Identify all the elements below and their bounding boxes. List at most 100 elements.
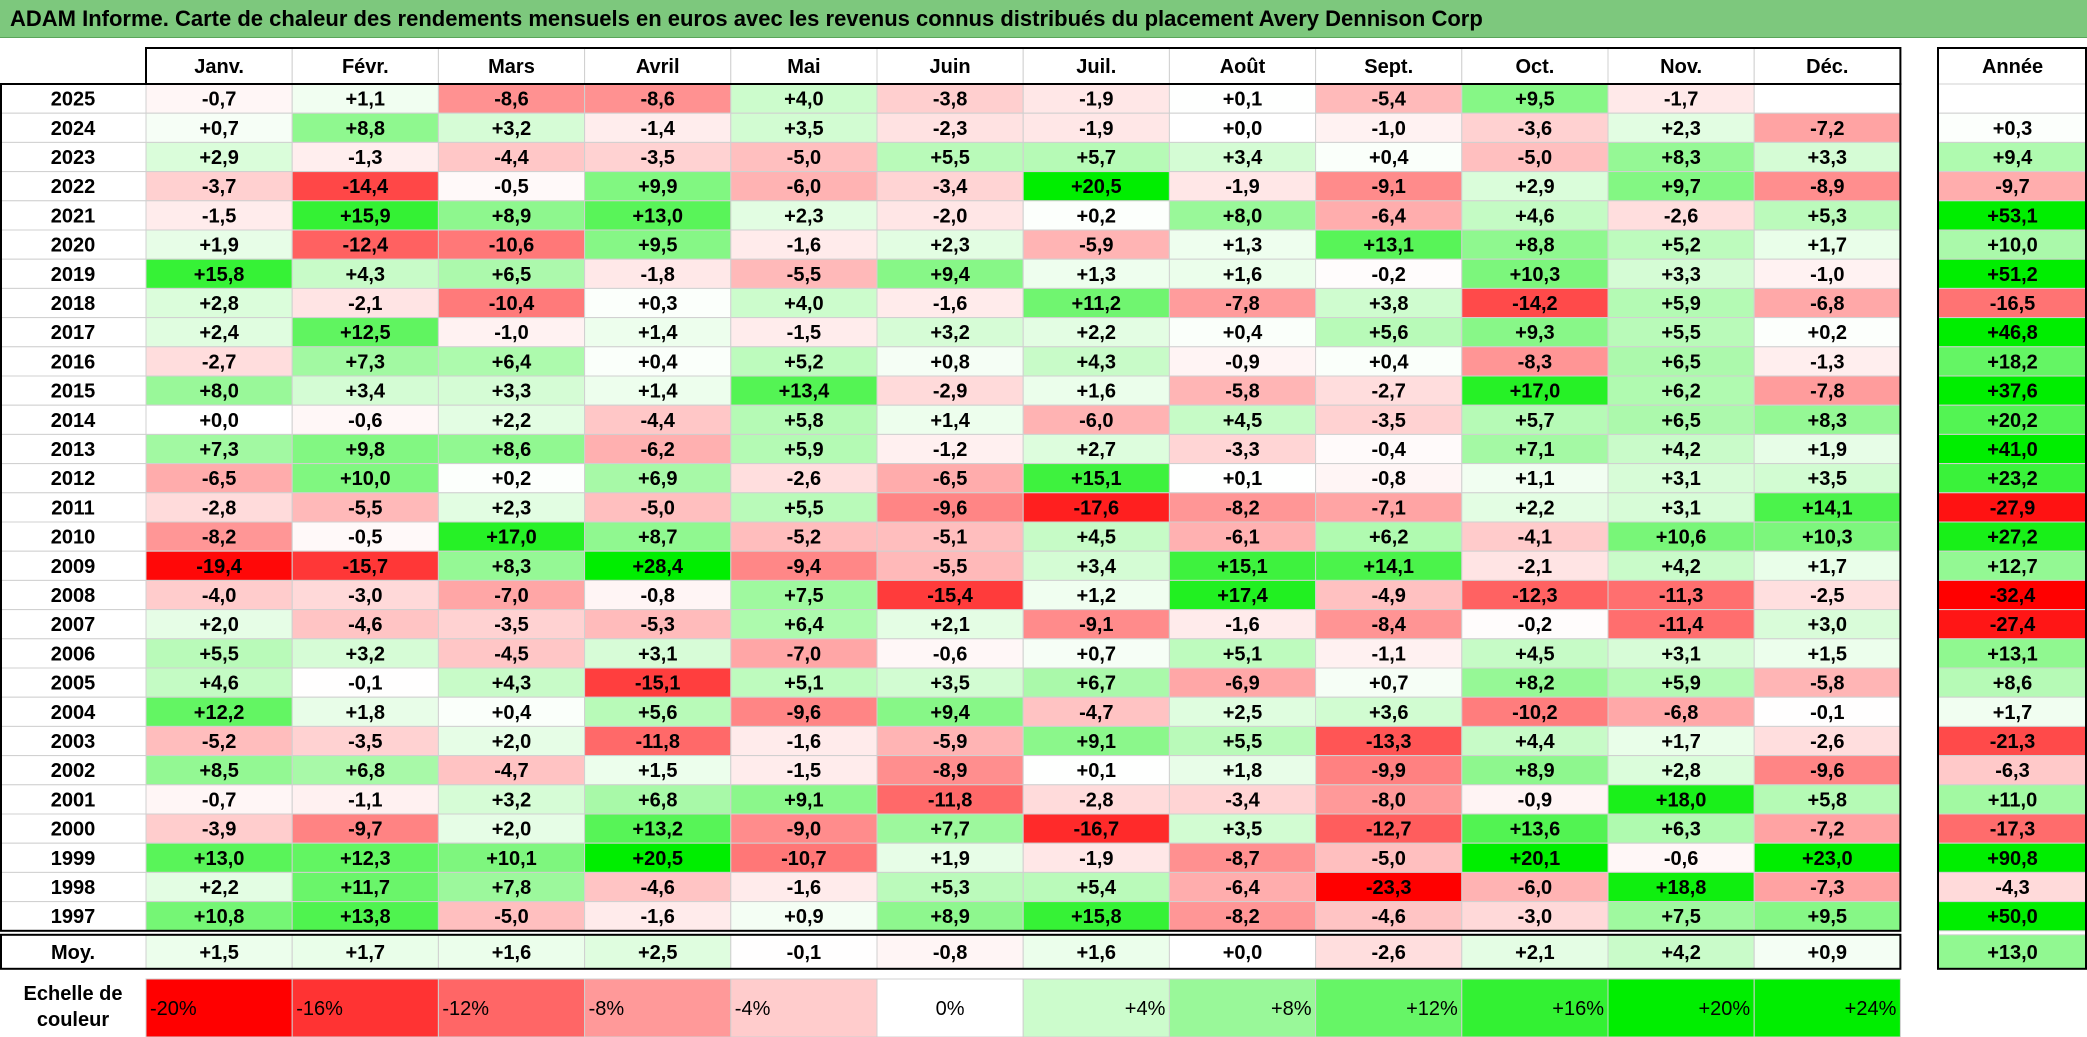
cell-1997-6-label: +8,9: [930, 906, 969, 928]
cell-2012-5-fill: [730, 463, 878, 494]
cell-2013-11-fill: [1607, 433, 1755, 465]
cell-2011-1-label: -2,8: [202, 497, 236, 519]
cell-2004-6-fill: [876, 696, 1024, 727]
cell-2002-6-label: -8,9: [933, 760, 967, 782]
cell-2015-3-fill: [437, 375, 586, 406]
annual-2001-label: +11,0: [1988, 789, 2038, 811]
cell-2003-5-label: -1,6: [787, 731, 821, 753]
cell-2021-4: +13,0: [584, 200, 732, 231]
annual-2003-fill: [1937, 725, 2087, 757]
cell-2002-4: +1,5: [584, 755, 732, 786]
cell-2023-2-label: -1,3: [348, 147, 382, 169]
cell-2019-9-label: -0,2: [1371, 264, 1405, 286]
cell-2006-3-label: -4,5: [494, 643, 528, 665]
row-label-2014: 2014: [0, 404, 147, 435]
cell-2014-10-label: +5,7: [1515, 410, 1554, 432]
cell-2020-4-fill: [584, 229, 732, 260]
cell-2015-2-label: +3,4: [346, 381, 386, 403]
cell-2018-12-fill: [1753, 287, 1901, 319]
row-label-1997-fill: [0, 901, 147, 932]
cell-2019-7-fill: [1022, 258, 1170, 289]
cell-2012-11: +3,1: [1607, 463, 1755, 494]
cell-2018-12: -6,8: [1753, 287, 1901, 319]
cell-2003-10-label: +4,4: [1515, 731, 1555, 753]
cell-1997-10-label: -3,0: [1518, 906, 1552, 928]
scale-swatch-8: +8%: [1168, 978, 1317, 1037]
cell-2001-4-fill: [584, 784, 732, 815]
scale-swatch-9-fill: [1315, 978, 1463, 1037]
cell-2014-12: +8,3: [1753, 404, 1901, 435]
cell-2024-11: +2,3: [1607, 112, 1755, 143]
cell-2006-12-label: +1,5: [1808, 643, 1847, 665]
cell-2014-11-fill: [1607, 404, 1755, 435]
cell-2018-7-fill: [1022, 287, 1170, 319]
cell-2008-8: +17,4: [1168, 579, 1317, 611]
cell-1999-12: +23,0: [1753, 842, 1901, 873]
cell-2007-5-label: +6,4: [784, 614, 824, 636]
cell-2018-7-label: +11,2: [1072, 293, 1122, 315]
annual-2007-fill: [1937, 609, 2087, 640]
cell-2025-8: +0,1: [1168, 83, 1317, 114]
cell-2018-5: +4,0: [730, 287, 878, 319]
cell-2013-9: -0,4: [1315, 433, 1463, 465]
row-label-2008: 2008: [0, 579, 147, 611]
row-label-2012: 2012: [0, 463, 147, 494]
cell-2010-4: +8,7: [584, 521, 732, 552]
cell-2010-6: -5,1: [876, 521, 1024, 552]
cell-2009-10-label: -2,1: [1518, 556, 1552, 578]
cell-2011-7-fill: [1022, 492, 1170, 523]
cell-1999-10: +20,1: [1461, 842, 1609, 873]
cell-2015-9-fill: [1315, 375, 1463, 406]
row-label-2010: 2010: [0, 521, 147, 552]
month-header-4-label: Avril: [636, 56, 680, 78]
cell-2023-5: -5,0: [730, 141, 878, 173]
annual-2003: -21,3: [1937, 725, 2087, 757]
cell-2011-4: -5,0: [584, 492, 732, 523]
cell-2006-10: +4,5: [1461, 638, 1609, 669]
cell-2008-6: -15,4: [876, 579, 1024, 611]
cell-2020-2-fill: [291, 229, 439, 260]
cell-2007-6-fill: [876, 609, 1024, 640]
annual-2002: -6,3: [1937, 755, 2087, 786]
cell-2003-1-label: -5,2: [202, 731, 236, 753]
row-label-1999-label: 1999: [51, 848, 96, 870]
cell-2016-8-fill: [1168, 346, 1317, 377]
cell-2020-12: +1,7: [1753, 229, 1901, 260]
cell-2019-1-label: +15,8: [194, 264, 245, 286]
cell-2016-4-label: +0,4: [638, 351, 678, 373]
cell-2012-1: -6,5: [145, 463, 293, 494]
row-label-2001-fill: [0, 784, 147, 815]
cell-1997-3-label: -5,0: [494, 906, 528, 928]
cell-2005-11: +5,9: [1607, 667, 1755, 698]
cell-2024-10-label: -3,6: [1518, 118, 1552, 140]
cell-2002-2: +6,8: [291, 755, 439, 786]
cell-2008-9-label: -4,9: [1371, 585, 1405, 607]
cell-1997-5: +0,9: [730, 901, 878, 932]
cell-2011-7-label: -17,6: [1074, 497, 1120, 519]
cell-2007-10-label: -0,2: [1518, 614, 1552, 636]
cell-2014-8-label: +4,5: [1223, 410, 1262, 432]
cell-1999-7: -1,9: [1022, 842, 1170, 873]
cell-2003-2-fill: [291, 725, 439, 757]
row-label-2013-fill: [0, 433, 147, 465]
cell-2008-7-label: +1,2: [1077, 585, 1116, 607]
cell-2016-12-fill: [1753, 346, 1901, 377]
cell-2014-6: +1,4: [876, 404, 1024, 435]
row-label-2005-label: 2005: [51, 673, 96, 695]
cell-2011-7: -17,6: [1022, 492, 1170, 523]
cell-2001-10: -0,9: [1461, 784, 1609, 815]
cell-2024-3-fill: [437, 112, 586, 143]
scale-swatch-7: +4%: [1022, 978, 1170, 1037]
cell-2011-5: +5,5: [730, 492, 878, 523]
cell-2022-5: -6,0: [730, 171, 878, 202]
cell-2009-5-fill: [730, 550, 878, 581]
annual-2000-label: -17,3: [1990, 819, 2036, 841]
cell-2017-8: +0,4: [1168, 317, 1317, 348]
cell-2018-6: -1,6: [876, 287, 1024, 319]
month-header-5: Mai: [730, 47, 878, 85]
row-label-2022-fill: [0, 171, 147, 202]
cell-2004-11: -6,8: [1607, 696, 1755, 727]
cell-2015-7-label: +1,6: [1077, 381, 1116, 403]
cell-2012-7: +15,1: [1022, 463, 1170, 494]
cell-2014-5-fill: [730, 404, 878, 435]
